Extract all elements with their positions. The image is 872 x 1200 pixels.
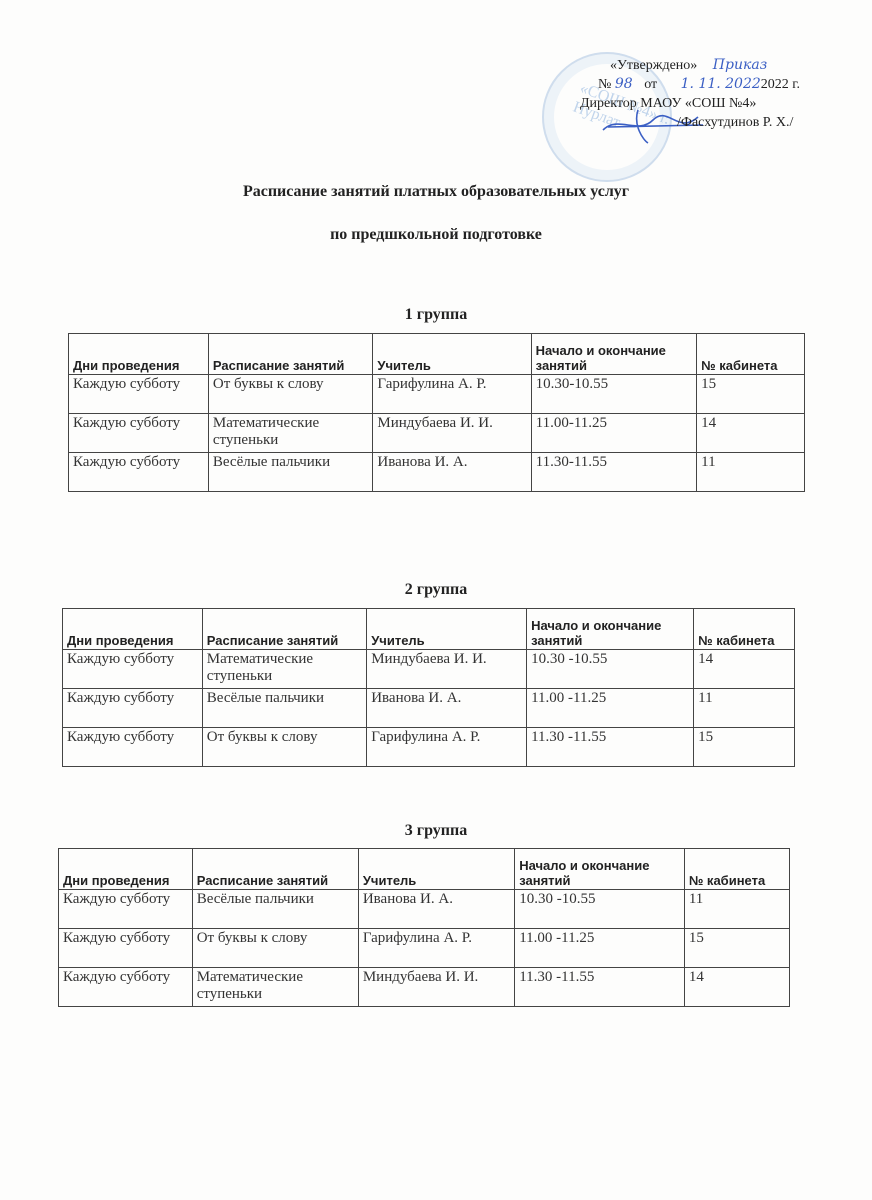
- schedule-table: Дни проведения Расписание занятий Учитель Н…: [68, 333, 805, 492]
- table-cell: Миндубаева И. И.: [366, 649, 528, 689]
- table-cell: Иванова И. А.: [366, 688, 528, 728]
- number-label: №: [598, 77, 612, 92]
- year-label: 2022 г.: [760, 77, 800, 92]
- director-name: /Фасхутдинов Р. Х./: [677, 115, 794, 130]
- table-cell: Весёлые пальчики: [191, 889, 359, 929]
- schedule-table: Дни проведения Расписание занятий Учитель Н…: [58, 848, 791, 1007]
- table-cell: Математические ступеньки: [207, 413, 374, 453]
- column-header: Начало и окончание занятий: [530, 333, 698, 375]
- table-cell: Гарифулина А. Р.: [372, 374, 532, 414]
- header-row: Дни проведения Расписание занятий Учитель Н…: [68, 333, 805, 375]
- table-cell: От буквы к слову: [207, 374, 374, 414]
- column-header: Дни проведения: [68, 333, 209, 375]
- column-header: № кабинета: [683, 848, 791, 890]
- table-cell: Каждую субботу: [62, 649, 203, 689]
- table-cell: 15: [683, 928, 791, 968]
- column-header: № кабинета: [696, 333, 805, 375]
- table-row: Каждую субботу Весёлые пальчики Иванова И.…: [62, 688, 795, 728]
- table-cell: 11: [683, 889, 791, 929]
- table-cell: Весёлые пальчики: [207, 452, 374, 492]
- table-cell: 15: [693, 727, 795, 767]
- column-header: Дни проведения: [58, 848, 193, 890]
- table-cell: От буквы к слову: [201, 727, 368, 767]
- table-cell: 11.00-11.25: [530, 413, 698, 453]
- date-handwritten: 1. 11. 2022: [680, 76, 761, 92]
- table-cell: От буквы к слову: [191, 928, 359, 968]
- table-row: Каждую субботу Весёлые пальчики Иванова И.…: [58, 889, 791, 929]
- table-row: Каждую субботу От буквы к слову Гарифулина…: [58, 928, 791, 968]
- schedule-table: Дни проведения Расписание занятий Учитель Н…: [62, 608, 795, 767]
- table-cell: Миндубаева И. И.: [372, 413, 532, 453]
- approved-label: «Утверждено»: [610, 58, 698, 73]
- column-header: № кабинета: [693, 608, 795, 650]
- order-handwritten: Приказ: [712, 57, 768, 73]
- from-label: от: [644, 77, 658, 92]
- table-cell: 14: [696, 413, 805, 453]
- table-cell: Каждую субботу: [68, 374, 209, 414]
- document-title: Расписание занятий платных образовательн…: [242, 183, 630, 200]
- table-cell: 10.30 -10.55: [514, 889, 685, 929]
- column-header: Учитель: [357, 848, 516, 890]
- group-heading: 2 группа: [404, 581, 468, 598]
- table-cell: 14: [683, 967, 791, 1007]
- table-cell: Каждую субботу: [68, 413, 209, 453]
- signature-icon: [602, 109, 704, 144]
- table-cell: 11.30 -11.55: [514, 967, 685, 1007]
- table-cell: 11.00 -11.25: [526, 688, 695, 728]
- table-cell: 11: [693, 688, 795, 728]
- header-row: Дни проведения Расписание занятий Учитель Н…: [62, 608, 795, 650]
- table-cell: Математические ступеньки: [191, 967, 359, 1007]
- column-header: Учитель: [366, 608, 528, 650]
- table-cell: 14: [693, 649, 795, 689]
- group-heading: 3 группа: [404, 822, 468, 839]
- number-handwritten: 98: [614, 76, 633, 92]
- table-cell: Иванова И. А.: [357, 889, 516, 929]
- document-subtitle: по предшкольной подготовке: [330, 226, 542, 243]
- group-heading: 1 группа: [404, 306, 468, 323]
- table-cell: Каждую субботу: [58, 967, 193, 1007]
- table-cell: 15: [696, 374, 805, 414]
- table-cell: Математические ступеньки: [201, 649, 368, 689]
- table-cell: Миндубаева И. И.: [357, 967, 516, 1007]
- table-cell: Каждую субботу: [62, 727, 203, 767]
- column-header: Учитель: [372, 333, 532, 375]
- approval-block: «Утверждено» Приказ № 98 от 1. 11. 20222…: [580, 56, 800, 132]
- column-header: Начало и окончание занятий: [526, 608, 695, 650]
- table-row: Каждую субботу От буквы к слову Гарифулина…: [68, 374, 805, 414]
- table-cell: Каждую субботу: [62, 688, 203, 728]
- table-row: Каждую субботу Математические ступеньки Ми…: [58, 967, 791, 1007]
- header-row: Дни проведения Расписание занятий Учитель Н…: [58, 848, 791, 890]
- column-header: Расписание занятий: [201, 608, 368, 650]
- column-header: Начало и окончание занятий: [514, 848, 685, 890]
- table-cell: Гарифулина А. Р.: [366, 727, 528, 767]
- table-cell: Гарифулина А. Р.: [357, 928, 516, 968]
- table-row: Каждую субботу Математические ступеньки Ми…: [62, 649, 795, 689]
- table-cell: 11.00 -11.25: [514, 928, 685, 968]
- column-header: Дни проведения: [62, 608, 203, 650]
- column-header: Расписание занятий: [207, 333, 374, 375]
- table-cell: 11.30 -11.55: [526, 727, 695, 767]
- table-cell: Каждую субботу: [58, 889, 193, 929]
- table-cell: 11.30-11.55: [530, 452, 698, 492]
- school-stamp: «СОШ №4» г. Нурлат: [542, 52, 672, 182]
- table-cell: Весёлые пальчики: [201, 688, 368, 728]
- table-row: Каждую субботу От буквы к слову Гарифулина…: [62, 727, 795, 767]
- table-cell: 10.30-10.55: [530, 374, 698, 414]
- director-label: Директор МАОУ «СОШ №4»: [580, 96, 757, 111]
- table-row: Каждую субботу Математические ступеньки Ми…: [68, 413, 805, 453]
- table-cell: 10.30 -10.55: [526, 649, 695, 689]
- table-row: Каждую субботу Весёлые пальчики Иванова И.…: [68, 452, 805, 492]
- table-cell: 11: [696, 452, 805, 492]
- table-cell: Каждую субботу: [58, 928, 193, 968]
- column-header: Расписание занятий: [191, 848, 359, 890]
- table-cell: Иванова И. А.: [372, 452, 532, 492]
- table-cell: Каждую субботу: [68, 452, 209, 492]
